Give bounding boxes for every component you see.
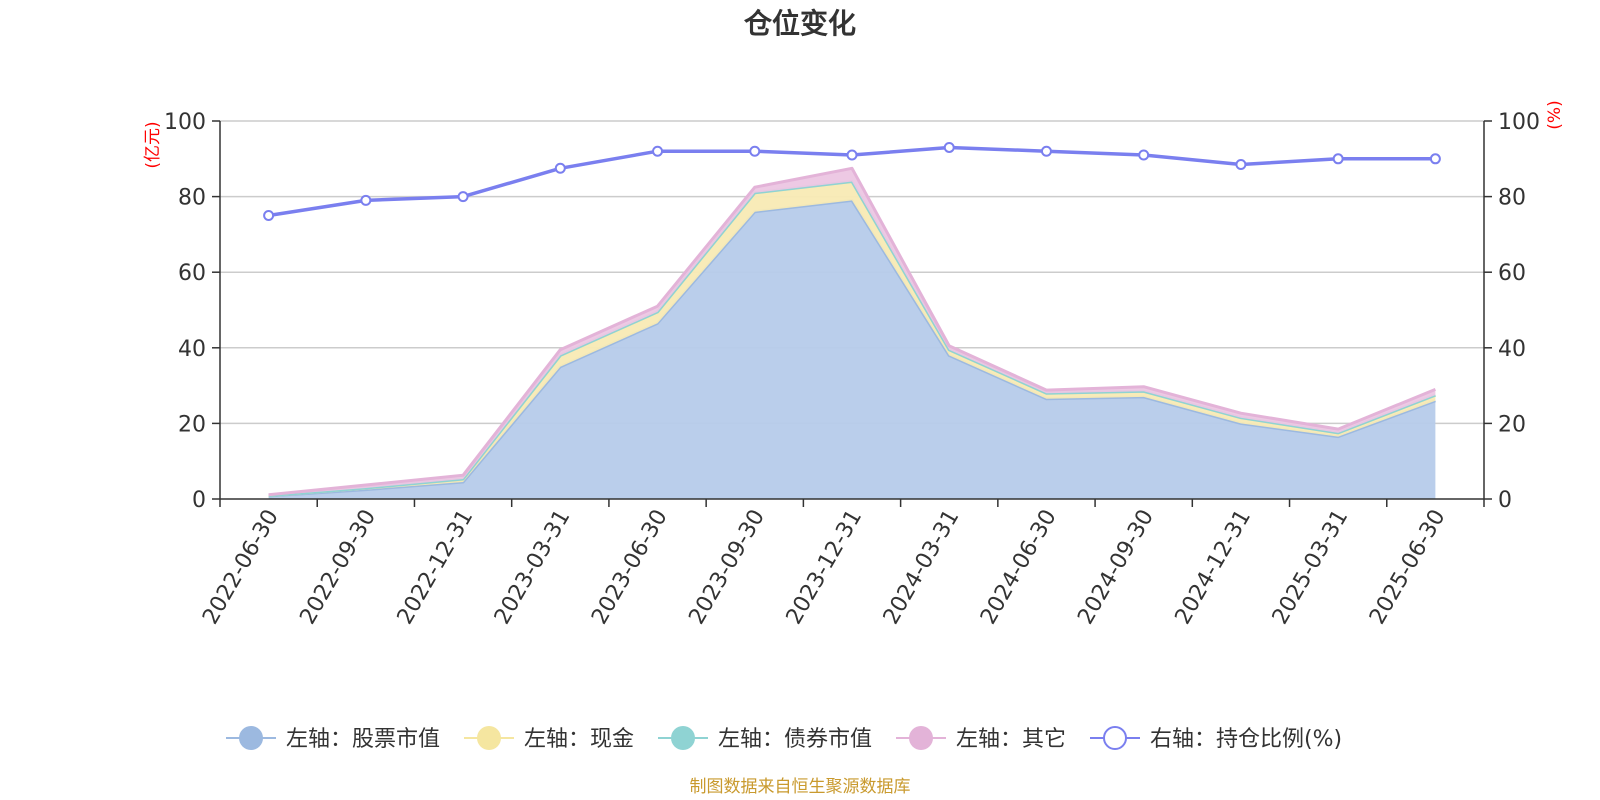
x-tick-label: 2023-03-31 [490,506,576,629]
right-y-tick-label: 20 [1498,412,1526,437]
ratio-point [652,145,664,157]
legend-label: 左轴：股票市值 [286,727,440,752]
left-y-tick-label: 40 [178,337,206,362]
right-y-tick-label: 80 [1498,186,1526,211]
left-y-tick-label: 100 [164,110,206,135]
x-tick-label: 2024-09-30 [1073,506,1159,629]
legend-marker [477,726,501,750]
left-axis-unit: (亿元) [143,121,163,168]
left-y-tick-label: 60 [178,261,206,286]
ratio-point [554,162,566,174]
ratio-point [749,145,761,157]
ratio-point [360,194,372,206]
ratio-point [846,149,858,161]
ratio-point [1235,158,1247,170]
ratio-point [1138,149,1150,161]
x-tick-label: 2022-12-31 [393,505,479,628]
left-y-tick-label: 80 [178,186,206,211]
legend-marker [671,726,695,750]
legend-item[interactable]: 左轴：股票市值 [226,726,440,752]
ratio-point [263,210,275,221]
left-y-tick-label: 0 [192,488,206,513]
x-tick-label: 2023-09-30 [684,506,770,629]
axes: 0 20 40 60 80 100 0 20 40 60 80 100 [164,110,1540,513]
x-tick-label: 2025-06-30 [1365,506,1451,629]
legend-label: 右轴：持仓比例(%) [1150,727,1342,752]
right-y-tick-label: 100 [1498,110,1540,135]
right-y-tick-label: 0 [1498,488,1512,513]
position-ratio-series [263,141,1441,221]
legend-marker [1103,726,1127,750]
x-tick-label: 2024-12-31 [1171,506,1257,629]
left-y-tick-label: 20 [178,412,206,437]
x-tick-label: 2022-09-30 [295,506,381,629]
legend-label: 左轴：其它 [956,727,1066,752]
legend-item[interactable]: 右轴：持仓比例(%) [1090,726,1342,752]
ratio-point [1332,153,1344,165]
legend-label: 左轴：债券市值 [718,727,872,752]
ratio-point [1040,145,1052,157]
x-tick-label: 2023-12-31 [782,506,868,629]
legend-marker [909,726,933,750]
x-tick-label: 2024-06-30 [976,506,1062,629]
legend-item[interactable]: 左轴：债券市值 [658,726,872,752]
ratio-point [1429,153,1441,165]
x-tick-label: 2024-03-31 [879,505,965,628]
legend-label: 左轴：现金 [524,727,634,752]
ratio-point [457,191,469,203]
area-line-左轴：其它 [268,166,1436,497]
source-note: 制图数据来自恒生聚源数据库 [690,777,911,797]
legend-marker [239,726,263,750]
legend-item[interactable]: 左轴：其它 [896,726,1066,752]
stacked-areas [268,166,1436,499]
right-y-tick-label: 60 [1498,261,1526,286]
area-左轴：股票市值 [268,200,1436,499]
right-y-tick-label: 40 [1498,337,1526,362]
x-axis-ticks: 2022-06-30 2022-09-30 2022-12-31 2023-03-31… [198,499,1485,629]
legend-item[interactable]: 左轴：现金 [464,726,634,752]
chart-title: 仓位变化 [744,7,856,40]
x-tick-label: 2023-06-30 [587,506,673,629]
ratio-point [943,141,955,153]
x-tick-label: 2025-03-31 [1268,506,1354,629]
x-tick-label: 2022-06-30 [198,506,284,629]
legend: 左轴：股票市值 左轴：现金 左轴：债券市值 左轴：其它 右轴：持仓比例(%) [226,726,1342,752]
right-axis-unit: (%) [1545,100,1565,129]
